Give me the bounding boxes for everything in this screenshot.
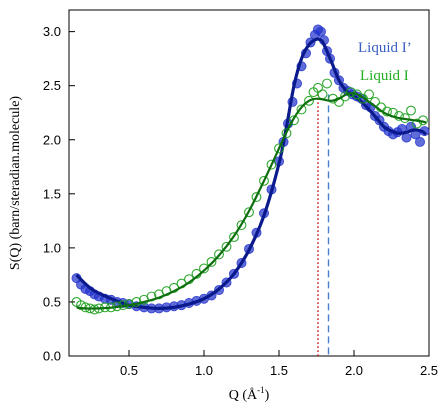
data-point <box>206 256 217 267</box>
x-tick-label: 1.5 <box>270 363 288 378</box>
x-axis-title: Q (Å-1) <box>229 385 270 403</box>
data-point <box>214 249 224 260</box>
legend-label-liquid-i: Liquid I <box>360 68 409 84</box>
data-point <box>315 26 326 37</box>
data-point <box>266 159 277 170</box>
y-tick-label: 0.5 <box>43 294 61 309</box>
data-point <box>221 241 232 252</box>
data-point <box>236 220 247 231</box>
series-layer <box>71 24 430 315</box>
data-point <box>76 300 86 311</box>
axes-layer: 0.0 0.5 1.0 1.5 2.0 2.5 3.0 0.5 1.0 1.5 2.0 2.5 <box>43 24 438 378</box>
x-tick-label: 1.0 <box>195 363 213 378</box>
y-axis-title: S(Q) (barn/steradian.molecule) <box>8 96 23 270</box>
series-liquid-i-prime <box>71 24 430 314</box>
data-point <box>322 78 332 89</box>
data-point <box>244 207 254 218</box>
data-point <box>251 192 262 203</box>
data-point <box>346 87 356 98</box>
x-axis-title-main: Q (Å <box>229 387 258 403</box>
plot-area <box>68 9 430 357</box>
data-point <box>406 105 416 116</box>
x-axis-title-close: ) <box>265 388 270 403</box>
legend-label-liquid-i-prime: Liquid I’ <box>358 40 412 56</box>
reference-lines <box>317 94 330 356</box>
data-point <box>296 104 307 115</box>
data-point <box>281 128 292 139</box>
data-point <box>414 136 425 147</box>
data-point <box>412 118 422 129</box>
y-tick-label: 3.0 <box>43 24 61 39</box>
data-point <box>289 115 299 126</box>
fit-line <box>75 37 428 311</box>
data-point <box>259 175 269 186</box>
y-tick-label: 2.5 <box>43 78 61 93</box>
x-tick-label: 2.0 <box>345 363 363 378</box>
data-point <box>274 143 284 154</box>
data-point <box>364 89 374 100</box>
data-point <box>304 95 314 106</box>
y-tick-label: 0.0 <box>43 349 61 364</box>
y-tick-label: 1.5 <box>43 186 61 201</box>
x-tick-label: 0.5 <box>120 363 138 378</box>
y-tick-label: 1.0 <box>43 240 61 255</box>
y-tick-label: 2.0 <box>43 132 61 147</box>
plot-frame <box>68 9 430 357</box>
x-axis-title-superscript: -1 <box>257 385 265 395</box>
x-tick-label: 2.5 <box>420 363 438 378</box>
data-point <box>229 232 239 243</box>
data-point <box>199 263 209 274</box>
fit-line <box>76 92 427 310</box>
data-point <box>317 89 328 100</box>
data-point <box>313 82 323 93</box>
